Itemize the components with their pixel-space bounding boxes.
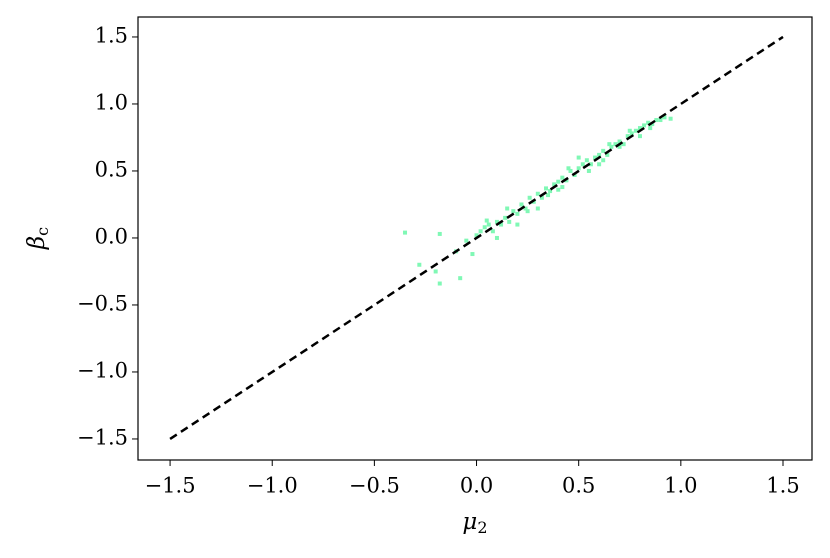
- x-axis-label: μ2: [462, 509, 487, 537]
- scatter-point: [486, 222, 491, 227]
- y-tick-label: −1.5: [77, 425, 128, 449]
- scatter-point: [637, 134, 642, 139]
- scatter-point: [633, 128, 638, 133]
- scatter-point: [535, 191, 540, 196]
- scatter-point: [586, 168, 591, 173]
- scatter-point: [627, 128, 632, 133]
- scatter-point: [494, 235, 499, 240]
- x-label-symbol: μ: [462, 509, 477, 535]
- x-tick-label: −1.0: [247, 474, 298, 498]
- scatter-point: [519, 202, 524, 207]
- x-tick-label: 0.5: [562, 474, 595, 498]
- scatter-point: [474, 233, 479, 238]
- scatter-point: [658, 118, 663, 123]
- scatter-point: [597, 162, 602, 167]
- scatter-point: [525, 209, 530, 214]
- y-tick-label: 0.0: [95, 224, 128, 248]
- scatter-point: [499, 222, 504, 227]
- scatter-point: [560, 185, 565, 190]
- scatter-point: [527, 195, 532, 200]
- scatter-point: [580, 162, 585, 167]
- y-tick-label: 1.5: [95, 23, 128, 47]
- scatter-point: [552, 182, 557, 187]
- scatter-point: [515, 211, 520, 216]
- scatter-point: [629, 131, 634, 136]
- y-tick-label: 0.5: [95, 157, 128, 181]
- scatter-point: [607, 142, 612, 147]
- x-tick-label: 1.5: [766, 474, 799, 498]
- scatter-point: [637, 126, 642, 131]
- scatter-point: [593, 155, 598, 160]
- y-tick-label: −0.5: [77, 291, 128, 315]
- scatter-point: [668, 116, 673, 121]
- scatter-point: [617, 144, 622, 149]
- scatter-point: [515, 222, 520, 227]
- scatter-point: [433, 269, 438, 274]
- scatter-point: [609, 144, 614, 149]
- scatter-point: [484, 218, 489, 223]
- scatter-point: [625, 134, 630, 139]
- x-tick-label: 1.0: [664, 474, 697, 498]
- y-axis-label: βc: [24, 227, 52, 250]
- scatter-point: [470, 252, 475, 257]
- y-label-subscript: c: [33, 227, 52, 236]
- scatter-point: [566, 166, 571, 171]
- y-label-symbol: β: [24, 236, 50, 250]
- scatter-point: [548, 189, 553, 194]
- scatter-point: [535, 206, 540, 211]
- scatter-point: [613, 142, 618, 147]
- scatter-point: [494, 219, 499, 224]
- scatter-point: [646, 120, 651, 125]
- scatter-point: [490, 229, 495, 234]
- x-tick-label: 0.0: [460, 474, 493, 498]
- scatter-point: [597, 152, 602, 157]
- x-tick-label: −0.5: [349, 474, 400, 498]
- scatter-point: [648, 126, 653, 131]
- scatter-point: [617, 139, 622, 144]
- scatter-point: [523, 206, 528, 211]
- scatter-point: [601, 158, 606, 163]
- y-tick-label: −1.0: [77, 358, 128, 382]
- scatter-point: [505, 206, 510, 211]
- scatter-point: [560, 175, 565, 180]
- scatter-point: [588, 162, 593, 167]
- scatter-point: [556, 179, 561, 184]
- scatter-point: [403, 230, 408, 235]
- scatter-point: [464, 238, 469, 243]
- scatter-point: [458, 276, 463, 281]
- scatter-point: [539, 195, 544, 200]
- scatter-point: [662, 115, 667, 120]
- scatter-point: [546, 193, 551, 198]
- scatter-point: [576, 166, 581, 171]
- y-tick-label: 1.0: [95, 90, 128, 114]
- scatter-point: [511, 209, 516, 214]
- scatter-point: [437, 281, 442, 286]
- scatter-point: [556, 187, 561, 192]
- scatter-point: [576, 155, 581, 160]
- scatter-point: [642, 123, 647, 128]
- scatter-point: [601, 148, 606, 153]
- scatter-point: [437, 231, 442, 236]
- scatter-point: [417, 262, 422, 267]
- x-label-subscript: 2: [477, 518, 487, 537]
- scatter-point: [482, 225, 487, 230]
- scatter-point: [654, 118, 659, 123]
- x-tick-label: −1.5: [145, 474, 196, 498]
- scatter-point: [543, 186, 548, 191]
- reference-line: [169, 35, 784, 441]
- scatter-point: [507, 219, 512, 224]
- plot-frame: [137, 16, 813, 461]
- scatter-point: [503, 215, 508, 220]
- scatter-point: [478, 229, 483, 234]
- scatter-point: [605, 152, 610, 157]
- scatter-point: [621, 142, 626, 147]
- scatter-point: [584, 158, 589, 163]
- scatter-point: [568, 168, 573, 173]
